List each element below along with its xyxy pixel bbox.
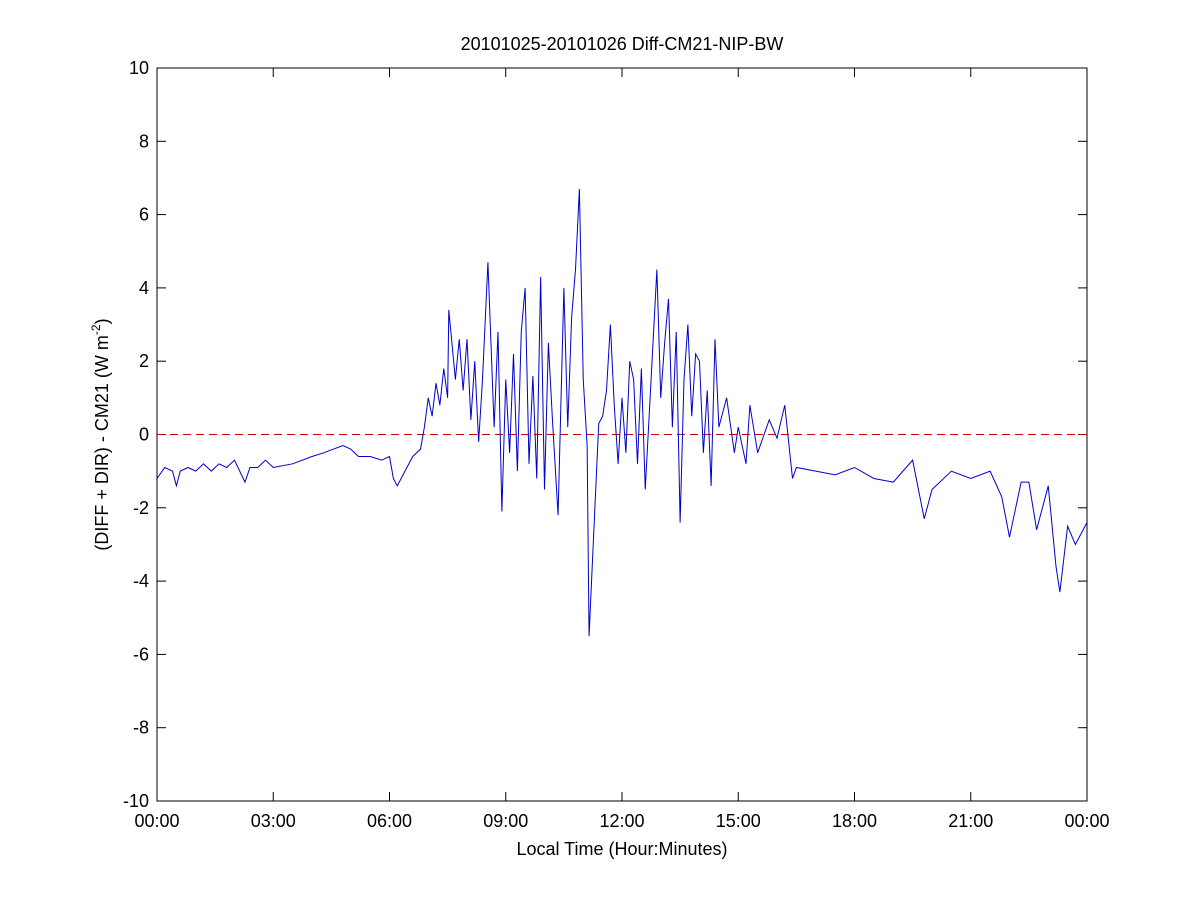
y-axis-label: (DIFF + DIR) - CM21 (W m-2) xyxy=(89,318,112,550)
x-tick-label: 00:00 xyxy=(1064,811,1109,831)
x-tick-label: 18:00 xyxy=(832,811,877,831)
y-tick-label: -2 xyxy=(133,498,149,518)
y-label-main: (DIFF + DIR) - CM21 (W m xyxy=(92,335,112,550)
y-tick-label: -4 xyxy=(133,571,149,591)
x-axis-label: Local Time (Hour:Minutes) xyxy=(516,839,727,859)
x-tick-label: 21:00 xyxy=(948,811,993,831)
y-tick-label: 8 xyxy=(139,131,149,151)
y-tick-label: 6 xyxy=(139,205,149,225)
y-tick-label: 2 xyxy=(139,351,149,371)
y-label-end: ) xyxy=(92,318,112,324)
y-tick-label: 0 xyxy=(139,425,149,445)
x-tick-label: 15:00 xyxy=(716,811,761,831)
y-tick-label: -8 xyxy=(133,718,149,738)
y-label-sup: -2 xyxy=(89,324,103,335)
y-tick-label: 10 xyxy=(129,58,149,78)
y-tick-label: -6 xyxy=(133,644,149,664)
chart-title: 20101025-20101026 Diff-CM21-NIP-BW xyxy=(461,34,784,54)
x-tick-label: 03:00 xyxy=(251,811,296,831)
y-tick-label: -10 xyxy=(123,791,149,811)
y-tick-label: 4 xyxy=(139,278,149,298)
x-tick-label: 00:00 xyxy=(134,811,179,831)
x-tick-label: 12:00 xyxy=(599,811,644,831)
x-tick-label: 09:00 xyxy=(483,811,528,831)
x-tick-label: 06:00 xyxy=(367,811,412,831)
data-line xyxy=(156,188,1088,637)
plot-frame xyxy=(156,67,1088,802)
